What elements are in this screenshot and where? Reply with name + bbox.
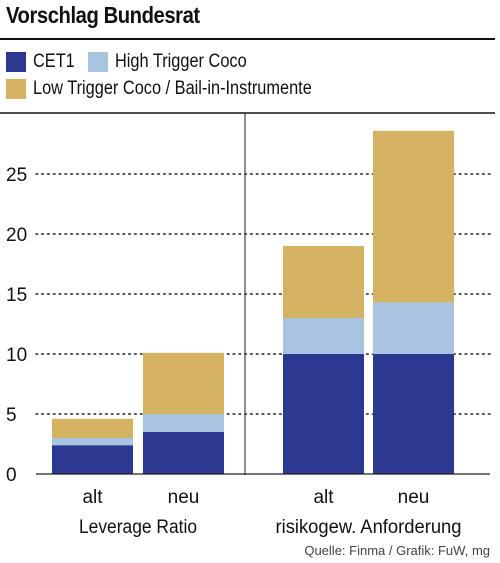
legend-item-high-trigger-coco: High Trigger Coco — [88, 50, 268, 74]
bar-segment-low-trigger-coco-bail-in-instrumente — [143, 352, 224, 414]
legend-swatch-low-trigger-coco — [6, 79, 26, 99]
x-tick-label: alt — [313, 487, 334, 508]
x-tick-label: neu — [398, 487, 430, 508]
group-label: risikogew. Anforderung — [276, 517, 462, 538]
y-tick-label: 10 — [6, 345, 27, 366]
bar-segment-low-trigger-coco-bail-in-instrumente — [283, 246, 364, 318]
y-tick-label: 20 — [6, 225, 27, 246]
legend-label-cet1: CET1 — [33, 51, 75, 72]
chart-title: Vorschlag Bundesrat — [6, 2, 200, 28]
title-rule — [0, 38, 495, 40]
x-tick-label: alt — [82, 487, 103, 508]
y-tick-label: 15 — [6, 285, 27, 306]
bar-segment-cet1 — [373, 354, 454, 474]
source-note: Quelle: Finma / Grafik: FuW, mg — [304, 543, 490, 558]
bar-segment-high-trigger-coco — [143, 414, 224, 432]
y-tick-label: 0 — [6, 465, 17, 486]
legend-item-low-trigger-coco: Low Trigger Coco / Bail-in-Instrumente — [6, 77, 357, 101]
x-tick-label: neu — [168, 487, 200, 508]
bar-segment-high-trigger-coco — [373, 302, 454, 354]
bar-segment-cet1 — [52, 445, 133, 474]
bar-segment-low-trigger-coco-bail-in-instrumente — [373, 130, 454, 303]
bar-segment-high-trigger-coco — [283, 318, 364, 354]
y-tick-label: 5 — [6, 405, 17, 426]
bar-segment-cet1 — [143, 432, 224, 474]
legend-label-high-trigger-coco: High Trigger Coco — [115, 51, 247, 72]
legend-label-low-trigger-coco: Low Trigger Coco / Bail-in-Instrumente — [33, 78, 312, 99]
bar-segment-cet1 — [283, 354, 364, 474]
group-label: Leverage Ratio — [79, 517, 197, 538]
bar-segment-high-trigger-coco — [52, 438, 133, 446]
legend-item-cet1: CET1 — [6, 50, 82, 74]
bar-segment-low-trigger-coco-bail-in-instrumente — [52, 418, 133, 438]
legend-swatch-cet1 — [6, 52, 26, 72]
y-tick-label: 25 — [6, 165, 27, 186]
legend-swatch-high-trigger-coco — [88, 52, 108, 72]
